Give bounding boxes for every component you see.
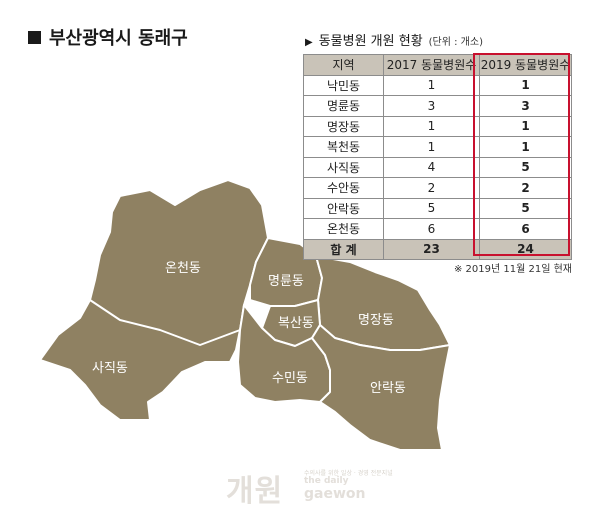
map-label-myeongnyun: 명륜동: [268, 274, 304, 289]
row-2019: 1: [479, 115, 572, 137]
row-2017: 4: [383, 156, 480, 178]
row-2017: 1: [383, 115, 480, 137]
row-name: 온천동: [303, 218, 384, 240]
row-2017: 6: [383, 218, 480, 240]
table-title-text: 동물병원 개원 현황: [318, 34, 423, 49]
row-2019: 2: [479, 177, 572, 199]
map-label-sajik: 사직동: [92, 361, 128, 376]
row-name: 수안동: [303, 177, 384, 199]
row-name: 명장동: [303, 115, 384, 137]
row-2017: 5: [383, 197, 480, 219]
header-2019: 2019 동물병원수: [479, 54, 572, 76]
table-row: 낙민동 1 1: [303, 74, 572, 96]
region-title-text: 부산광역시 동래구: [49, 28, 188, 49]
map-region-anrak: [311, 324, 451, 451]
vet-clinic-table: 지역 2017 동물병원수 2019 동물병원수 낙민동 1 1 명륜동 3 3…: [303, 54, 572, 260]
total-name: 합 계: [303, 238, 384, 260]
row-2017: 3: [383, 95, 480, 117]
row-name: 명륜동: [303, 95, 384, 117]
map-label-bokcheon: 복산동: [278, 316, 314, 331]
total-2017: 23: [383, 238, 480, 260]
region-title: 부산광역시 동래구: [28, 24, 188, 50]
table-unit: (단위 : 개소): [428, 37, 483, 48]
date-note: ※ 2019년 11월 21일 현재: [454, 264, 572, 275]
row-2019: 5: [479, 156, 572, 178]
logo-tagline: 수의사를 위한 일상 · 경영 전문지널: [304, 470, 393, 477]
table-header-row: 지역 2017 동물병원수 2019 동물병원수: [303, 54, 572, 76]
map-label-anrak: 안락동: [370, 381, 406, 396]
logo-eng-line1: the daily: [304, 476, 349, 486]
map-region-myeongjang: [315, 255, 451, 351]
row-2017: 1: [383, 136, 480, 158]
header-2017: 2017 동물병원수: [383, 54, 480, 76]
map-label-myeongjang: 명장동: [358, 313, 394, 328]
map-label-sumin: 수민동: [272, 371, 308, 386]
total-2019: 24: [479, 238, 572, 260]
table-row: 사직동 4 5: [303, 156, 572, 178]
triangle-bullet-icon: ▶: [305, 37, 313, 48]
map-label-oncheon: 온천동: [165, 261, 201, 276]
table-total-row: 합 계 23 24: [303, 238, 572, 260]
row-2017: 1: [383, 74, 480, 96]
table-row: 안락동 5 5: [303, 197, 572, 219]
logo-korean: 개원: [226, 474, 284, 509]
table-row: 명륜동 3 3: [303, 95, 572, 117]
row-name: 안락동: [303, 197, 384, 219]
row-2019: 6: [479, 218, 572, 240]
table-row: 복천동 1 1: [303, 136, 572, 158]
header-region: 지역: [303, 54, 384, 76]
row-2019: 1: [479, 136, 572, 158]
square-bullet-icon: [28, 30, 41, 44]
table-title: ▶ 동물병원 개원 현황 (단위 : 개소): [305, 30, 483, 49]
row-name: 낙민동: [303, 74, 384, 96]
gaewon-logo: 개원 수의사를 위한 일상 · 경영 전문지널 the daily gaewon: [226, 466, 426, 509]
row-2019: 5: [479, 197, 572, 219]
row-name: 복천동: [303, 136, 384, 158]
table-row: 수안동 2 2: [303, 177, 572, 199]
row-2019: 1: [479, 74, 572, 96]
table-row: 온천동 6 6: [303, 218, 572, 240]
logo-eng-line2: gaewon: [304, 486, 366, 502]
row-2017: 2: [383, 177, 480, 199]
row-name: 사직동: [303, 156, 384, 178]
table-row: 명장동 1 1: [303, 115, 572, 137]
row-2019: 3: [479, 95, 572, 117]
